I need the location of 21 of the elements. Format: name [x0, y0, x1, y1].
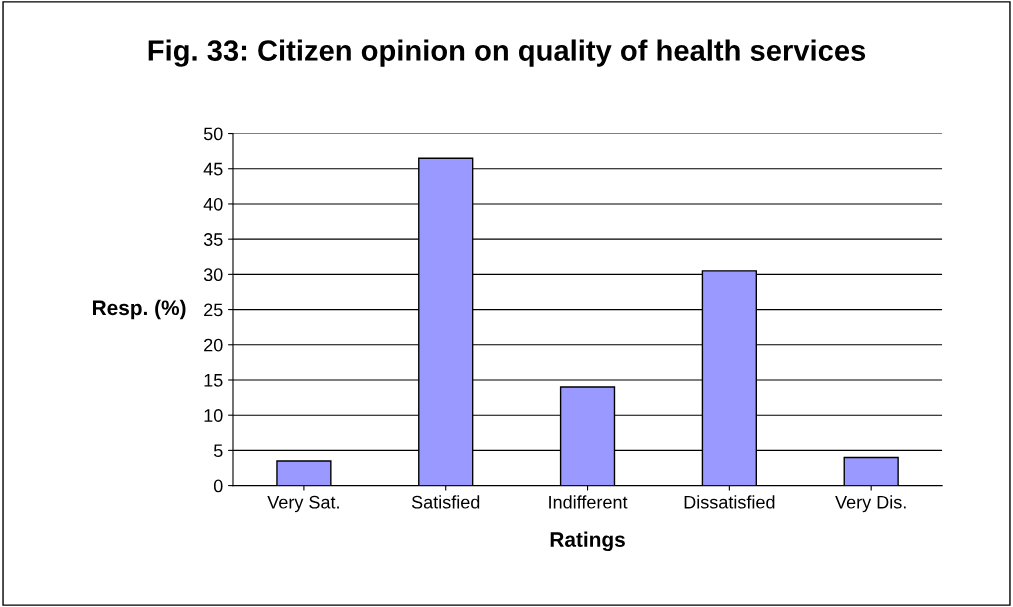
y-tick-label: 15 — [204, 374, 223, 387]
x-tick-label: Very Sat. — [267, 495, 339, 513]
y-tick-label: 5 — [213, 444, 223, 458]
y-tick-label: 40 — [203, 197, 223, 211]
x-tick-label: Dissatisfied — [684, 495, 775, 509]
y-tick-label: 30 — [203, 268, 223, 282]
x-tick-label: Very Dis. — [835, 495, 906, 513]
y-tick-label: 50 — [203, 127, 223, 141]
bar — [276, 460, 332, 486]
x-axis-title: Ratings — [550, 531, 625, 552]
y-tick-label: 45 — [203, 162, 223, 176]
y-tick-label: 20 — [204, 338, 223, 352]
y-axis-title: Resp. (%) — [93, 299, 186, 320]
chart-title: Fig. 33: Citizen opinion on quality of health services — [148, 39, 866, 67]
y-tick-label: 35 — [203, 233, 223, 246]
y-tick-label: 0 — [213, 479, 223, 493]
x-tick-label: Indifferent — [549, 495, 628, 509]
y-tick-label: 10 — [204, 409, 223, 422]
y-tick-label: 25 — [204, 303, 223, 317]
bar — [843, 456, 899, 486]
x-tick-label: Satisfied — [411, 495, 480, 509]
